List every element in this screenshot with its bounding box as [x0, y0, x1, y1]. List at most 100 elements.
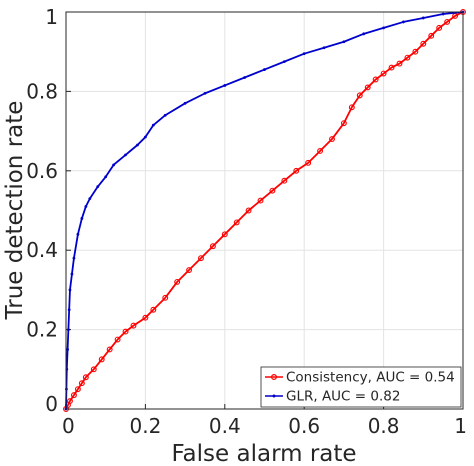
data-point-glr	[421, 16, 425, 20]
data-point-glr	[66, 328, 70, 331]
data-point-consistency	[305, 159, 312, 166]
data-point-glr	[441, 12, 445, 16]
data-point-glr	[302, 52, 306, 56]
data-point-consistency	[348, 104, 355, 111]
data-point-glr	[282, 60, 286, 64]
legend: Consistency, AUC = 0.54 GLR, AUC = 0.82	[260, 366, 462, 408]
data-point-glr	[243, 76, 247, 79]
y-tick-label: 0.2	[26, 318, 58, 342]
data-point-consistency	[130, 322, 137, 329]
legend-marker-consistency	[271, 374, 278, 381]
data-point-glr	[342, 40, 346, 44]
data-point-glr	[402, 20, 405, 24]
data-point-glr	[66, 348, 69, 351]
data-point-glr	[124, 153, 127, 157]
data-point-glr	[151, 123, 155, 127]
data-point-consistency	[142, 314, 149, 321]
data-point-consistency	[233, 219, 240, 226]
data-point-glr	[88, 197, 92, 200]
x-tick-label: 0	[62, 414, 75, 438]
data-point-consistency	[90, 366, 97, 373]
legend-label-consistency: Consistency, AUC = 0.54	[286, 370, 455, 386]
data-point-glr	[223, 84, 227, 87]
data-point-consistency	[150, 306, 157, 313]
y-tick-label: 1	[45, 5, 58, 29]
data-point-glr	[84, 205, 88, 208]
data-point-consistency	[198, 255, 204, 262]
data-point-glr	[76, 232, 80, 236]
data-point-glr	[163, 113, 167, 117]
data-point-glr	[322, 46, 326, 50]
data-point-glr	[80, 217, 84, 220]
data-point-glr	[68, 288, 72, 292]
data-point-consistency	[317, 148, 324, 154]
data-point-glr	[362, 32, 366, 36]
data-point-consistency	[364, 84, 371, 91]
x-tick-label: 1	[454, 414, 467, 438]
x-axis-label: False alarm rate	[171, 441, 356, 466]
data-point-consistency	[70, 392, 77, 399]
series-line-glr	[65, 11, 464, 410]
data-point-glr	[96, 185, 100, 189]
data-point-glr	[104, 175, 108, 179]
data-point-consistency	[114, 336, 121, 343]
data-point-consistency	[396, 60, 403, 67]
data-point-consistency	[412, 48, 419, 55]
data-point-consistency	[380, 70, 387, 77]
data-point-consistency	[420, 40, 427, 47]
data-point-consistency	[106, 346, 113, 353]
data-point-consistency	[78, 380, 85, 387]
y-tick-labels: 0 0.2 0.4 0.6 0.8 1	[26, 5, 58, 416]
data-point-consistency	[281, 177, 288, 184]
x-tick-label: 0.8	[368, 414, 400, 438]
data-point-consistency	[356, 92, 363, 99]
data-point-glr	[203, 91, 207, 95]
y-tick-label: 0	[45, 392, 58, 416]
y-tick-label: 0.4	[26, 238, 58, 262]
series-consistency	[63, 9, 466, 412]
data-point-consistency	[67, 398, 73, 405]
data-point-consistency	[245, 207, 252, 214]
x-tick-label: 0.4	[209, 414, 241, 438]
data-point-glr	[136, 143, 139, 147]
y-tick-label: 0.8	[26, 79, 58, 103]
y-tick-label: 0.6	[26, 159, 58, 183]
x-tick-label: 0.2	[129, 414, 161, 438]
data-point-consistency	[82, 374, 89, 381]
legend-box	[260, 366, 462, 408]
plot-area	[66, 12, 463, 409]
data-point-glr	[144, 135, 147, 139]
data-point-glr	[70, 272, 74, 276]
data-point-consistency	[388, 64, 395, 71]
data-point-consistency	[293, 167, 300, 174]
data-point-consistency	[372, 76, 379, 83]
data-point-glr	[112, 163, 116, 167]
data-point-consistency	[122, 328, 129, 335]
series-glr	[64, 10, 465, 411]
plot-frame	[65, 11, 464, 410]
data-point-consistency	[162, 294, 169, 301]
data-point-consistency	[221, 231, 228, 238]
data-point-consistency	[257, 197, 264, 204]
data-point-glr	[183, 101, 187, 105]
data-point-glr	[72, 256, 76, 260]
data-point-consistency	[209, 243, 216, 250]
data-point-consistency	[269, 187, 276, 194]
data-point-consistency	[174, 279, 181, 285]
data-point-consistency	[186, 267, 193, 273]
legend-marker-glr	[272, 394, 276, 398]
data-point-consistency	[74, 386, 81, 393]
data-point-consistency	[404, 54, 411, 61]
x-tick-label: 0.6	[288, 414, 320, 438]
data-point-consistency	[329, 136, 335, 142]
data-point-glr	[67, 308, 71, 312]
series-line-consistency	[65, 11, 464, 410]
legend-label-glr: GLR, AUC = 0.82	[286, 389, 400, 405]
data-point-consistency	[340, 120, 347, 127]
y-axis-label: True detection rate	[2, 101, 28, 321]
series-layer	[63, 9, 466, 412]
x-tick-labels: 0 0.2 0.4 0.6 0.8 1	[62, 414, 467, 438]
data-point-glr	[263, 68, 266, 71]
data-point-consistency	[98, 356, 105, 363]
